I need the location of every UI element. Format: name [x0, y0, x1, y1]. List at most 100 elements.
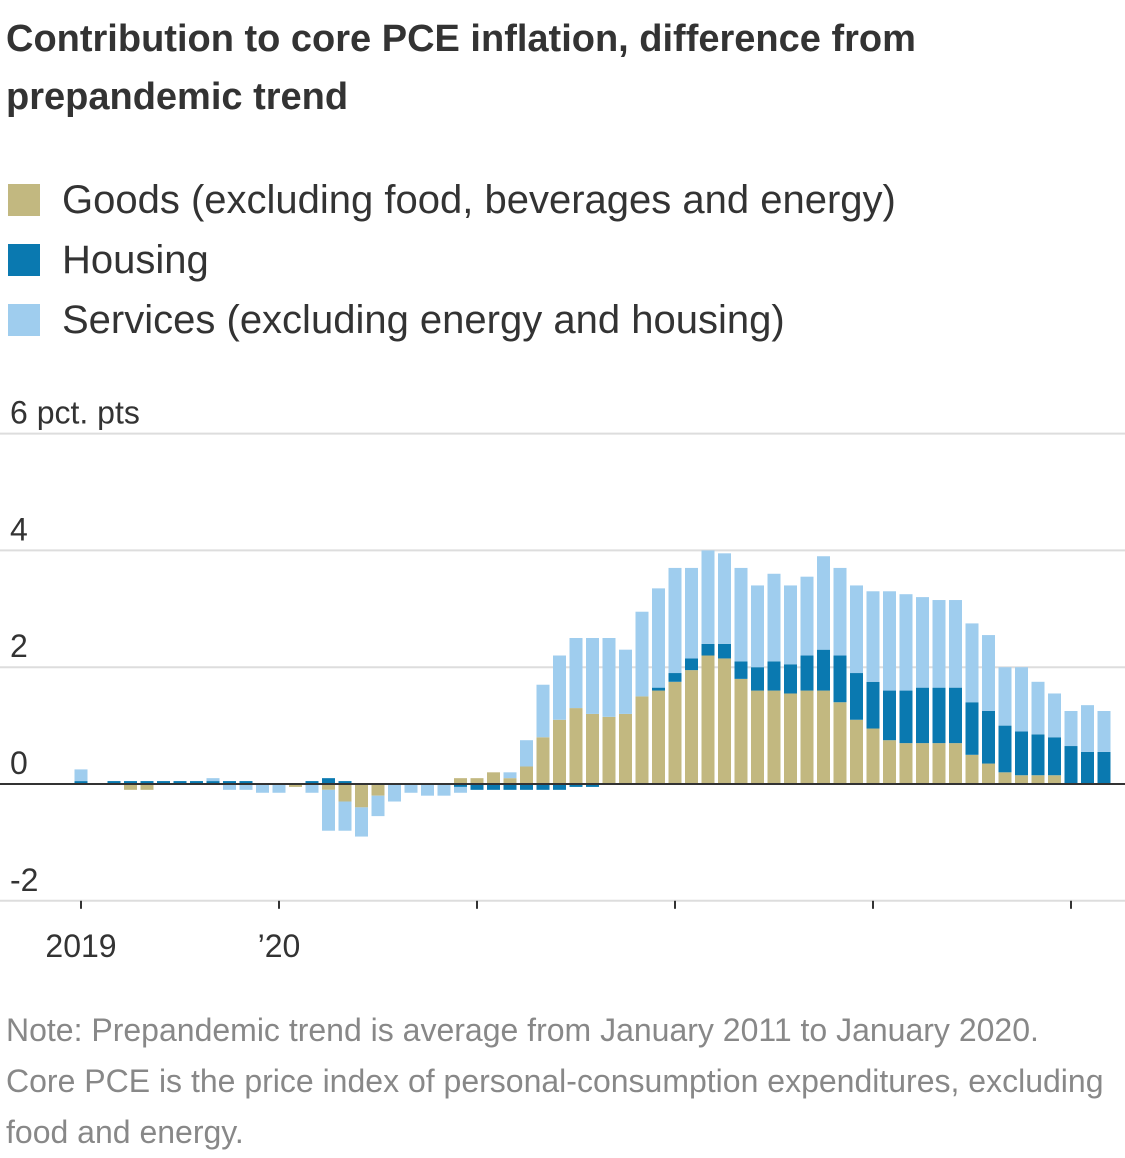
bar — [734, 661, 748, 679]
bar — [206, 781, 220, 784]
bar — [602, 716, 616, 784]
bar — [157, 781, 170, 784]
bar — [767, 690, 781, 784]
bar — [586, 638, 599, 714]
bar — [338, 781, 352, 784]
y-tick-label: 6 pct. pts — [10, 395, 140, 431]
bar — [685, 567, 698, 659]
bar — [718, 658, 731, 784]
bar — [850, 719, 863, 784]
bar — [1048, 775, 1061, 784]
bar — [454, 786, 467, 793]
bar — [371, 795, 385, 817]
bar — [800, 690, 814, 784]
legend: Goods (excluding food, beverages and ene… — [8, 170, 896, 350]
bar — [1048, 737, 1061, 776]
legend-swatch — [8, 244, 40, 276]
bar — [949, 687, 962, 744]
y-tick-label: -2 — [10, 862, 38, 898]
bar — [916, 597, 929, 688]
bar — [140, 784, 154, 790]
bar — [751, 585, 764, 668]
bar — [1048, 693, 1061, 738]
bar — [371, 784, 385, 796]
bar — [965, 754, 979, 784]
bar — [932, 600, 946, 688]
bar — [470, 778, 484, 784]
bar — [503, 778, 517, 784]
legend-swatch — [8, 184, 40, 216]
bar — [767, 661, 781, 691]
bar — [982, 635, 995, 711]
bar — [784, 693, 797, 784]
bar — [883, 591, 896, 691]
bar — [355, 784, 368, 808]
bar — [1097, 711, 1111, 752]
bar — [784, 664, 797, 694]
bar — [520, 740, 533, 767]
bar — [124, 781, 137, 784]
bar — [949, 743, 962, 784]
bar — [454, 778, 467, 784]
bar — [965, 702, 979, 755]
bar — [685, 670, 698, 784]
bar — [553, 655, 566, 720]
bar — [553, 784, 566, 790]
y-tick-label: 4 — [10, 511, 28, 547]
bar — [668, 567, 682, 674]
bar — [619, 649, 632, 714]
bar — [1015, 775, 1028, 784]
bar — [140, 781, 154, 784]
y-tick-label: 0 — [10, 745, 28, 781]
bar — [998, 725, 1012, 773]
bar — [1031, 775, 1045, 784]
bar — [536, 737, 550, 784]
bar — [866, 728, 880, 784]
bar — [734, 567, 748, 662]
bar — [536, 784, 550, 790]
bar — [932, 687, 946, 744]
bar — [1015, 667, 1028, 732]
x-tick-label: 2019 — [45, 928, 116, 964]
bar — [916, 687, 929, 744]
legend-label: Housing — [62, 237, 209, 282]
bar — [569, 708, 583, 784]
bar — [652, 690, 665, 784]
bar — [619, 713, 632, 784]
bar — [817, 649, 830, 691]
bar — [553, 719, 566, 784]
bar — [751, 667, 764, 691]
bar — [833, 567, 847, 656]
bar — [635, 696, 649, 784]
bar — [998, 772, 1012, 784]
legend-item: Goods (excluding food, beverages and ene… — [8, 170, 896, 230]
bar — [916, 743, 929, 784]
bar — [635, 611, 649, 697]
bar — [388, 784, 401, 802]
chart: -2 0 2 4 6 pct. pts 2019 ’20 — [0, 395, 1125, 964]
bar — [503, 784, 517, 790]
bar — [124, 784, 137, 790]
bar — [734, 678, 748, 784]
bar — [866, 591, 880, 682]
bar — [718, 643, 731, 659]
bar — [1031, 681, 1045, 735]
bar — [1064, 711, 1078, 747]
bar — [338, 784, 352, 802]
bar — [850, 585, 863, 674]
bar — [652, 588, 665, 688]
legend-label: Goods (excluding food, beverages and ene… — [62, 177, 896, 222]
bar — [883, 690, 896, 741]
bar — [404, 784, 418, 793]
bar — [355, 807, 368, 837]
bar — [833, 702, 847, 784]
bar — [206, 778, 220, 782]
x-tick-label: ’20 — [258, 928, 301, 964]
bar — [982, 763, 995, 784]
bar — [767, 573, 781, 662]
bar — [1064, 746, 1078, 784]
bar — [305, 781, 319, 784]
bar — [899, 594, 913, 691]
bar — [569, 784, 583, 787]
bar — [190, 781, 203, 784]
